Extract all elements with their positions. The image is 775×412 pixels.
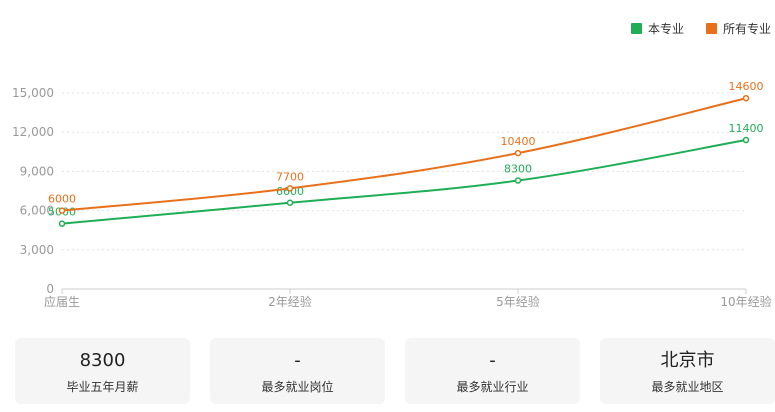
- chart-legend[interactable]: 本专业 所有专业: [609, 20, 771, 37]
- card-top-position: - 最多就业岗位: [210, 338, 385, 404]
- data-point[interactable]: [286, 185, 294, 192]
- summary-cards: 8300 毕业五年月薪 - 最多就业岗位 - 最多就业行业 北京市 最多就业地区: [15, 338, 775, 404]
- data-point[interactable]: [58, 207, 66, 214]
- card-label-top-industry: 最多就业行业: [456, 380, 529, 394]
- card-value-top-region: 北京市: [660, 350, 715, 371]
- y-tick-label: 0: [46, 282, 54, 296]
- data-point[interactable]: [514, 177, 522, 184]
- card-value-five-year-salary: 8300: [79, 350, 126, 371]
- data-label: 14600: [729, 80, 764, 93]
- legend-item-all-majors[interactable]: 所有专业: [705, 20, 771, 37]
- data-point[interactable]: [514, 149, 522, 157]
- y-tick-label: 6,000: [20, 204, 54, 218]
- y-tick-label: 3,000: [20, 243, 54, 257]
- card-top-industry: - 最多就业行业: [405, 338, 580, 404]
- series-line: [61, 139, 747, 225]
- x-tick-label: 5年经验: [496, 294, 540, 309]
- card-top-region: 北京市 最多就业地区: [600, 338, 775, 404]
- card-label-top-region: 最多就业地区: [651, 380, 724, 394]
- card-five-year-salary: 8300 毕业五年月薪: [15, 338, 190, 404]
- y-tick-label: 12,000: [12, 125, 54, 139]
- card-value-top-position: -: [294, 350, 301, 371]
- line-chart: 0 3,000 6,000 9,000 12,000 15,000 应届生 2年经验 5年经验 1…: [12, 80, 772, 309]
- x-tick-label: 10年经验: [720, 294, 771, 309]
- legend-label-major: 本专业: [647, 22, 684, 36]
- data-point[interactable]: [286, 199, 294, 207]
- card-value-top-industry: -: [489, 350, 496, 371]
- data-point[interactable]: [58, 220, 66, 227]
- data-point[interactable]: [742, 136, 750, 144]
- x-tick-label: 2年经验: [268, 294, 312, 309]
- legend-item-major[interactable]: 本专业: [630, 20, 684, 37]
- series-line: [61, 97, 747, 212]
- data-point[interactable]: [742, 94, 750, 102]
- data-label: 7700: [276, 170, 304, 183]
- data-label: 6000: [48, 193, 76, 206]
- legend-swatch-major: [630, 23, 642, 34]
- data-label: 10400: [501, 135, 536, 148]
- card-label-five-year-salary: 毕业五年月薪: [66, 380, 139, 394]
- legend-label-all-majors: 所有专业: [722, 22, 771, 36]
- data-label: 8300: [504, 163, 532, 176]
- data-label: 11400: [729, 122, 764, 135]
- y-tick-label: 15,000: [12, 86, 54, 100]
- legend-swatch-all-majors: [705, 23, 717, 34]
- card-label-top-position: 最多就业岗位: [261, 380, 334, 394]
- y-tick-label: 9,000: [20, 164, 54, 178]
- x-tick-label: 应届生: [44, 294, 80, 309]
